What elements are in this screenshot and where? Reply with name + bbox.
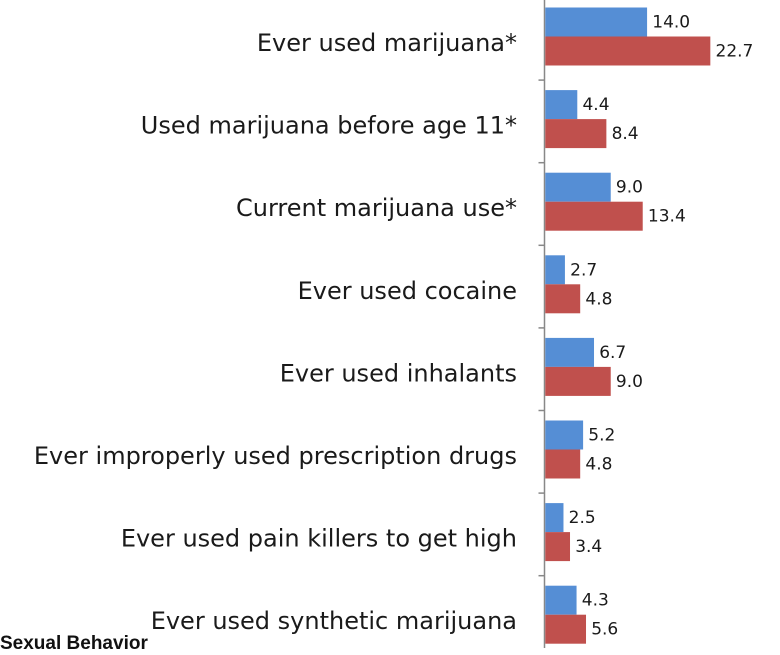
bar-series-2 — [545, 36, 711, 66]
bar-series-1 — [545, 585, 577, 615]
category-label: Ever used synthetic marijuana — [151, 607, 517, 635]
bar-series-2 — [545, 532, 571, 562]
category-label: Ever used marijuana* — [257, 29, 517, 57]
category-label: Ever used cocaine — [298, 277, 517, 305]
data-label-series-1: 9.0 — [616, 178, 643, 198]
bar-series-2 — [545, 449, 581, 479]
data-label-series-2: 22.7 — [716, 42, 754, 62]
data-label-series-1: 2.7 — [570, 260, 597, 280]
category-label: Used marijuana before age 11* — [141, 112, 517, 140]
data-label-series-1: 6.7 — [599, 343, 626, 363]
bar-series-1 — [545, 503, 564, 533]
chart-marks: Ever used marijuana* 14.0 22.7 Used marijua… — [34, 0, 753, 648]
data-label-series-2: 5.6 — [591, 620, 618, 640]
bar-series-1 — [545, 7, 648, 37]
data-label-series-2: 4.8 — [585, 455, 612, 475]
category-label: Ever used pain killers to get high — [121, 525, 517, 553]
data-label-series-1: 4.3 — [582, 591, 609, 611]
data-label-series-1: 4.4 — [582, 95, 609, 115]
bar-series-2 — [545, 366, 611, 396]
data-label-series-2: 4.8 — [585, 289, 612, 309]
data-label-series-1: 5.2 — [588, 426, 615, 446]
bar-series-2 — [545, 119, 607, 149]
bar-series-1 — [545, 420, 584, 450]
data-label-series-2: 8.4 — [612, 124, 639, 144]
data-label-series-1: 2.5 — [569, 508, 596, 528]
bar-series-2 — [545, 284, 581, 314]
bar-series-1 — [545, 172, 611, 202]
bar-series-1 — [545, 337, 595, 367]
category-label: Current marijuana use* — [236, 194, 517, 222]
bar-series-1 — [545, 90, 578, 120]
bar-series-1 — [545, 255, 565, 285]
data-label-series-2: 9.0 — [616, 372, 643, 392]
section-heading: Sexual Behavior — [0, 633, 148, 654]
data-label-series-2: 3.4 — [575, 537, 602, 557]
data-label-series-1: 14.0 — [652, 13, 690, 33]
bar-series-2 — [545, 201, 643, 231]
category-label: Ever improperly used prescription drugs — [34, 442, 517, 470]
data-label-series-2: 13.4 — [648, 207, 686, 227]
bar-series-2 — [545, 614, 587, 644]
category-label: Ever used inhalants — [280, 359, 517, 387]
